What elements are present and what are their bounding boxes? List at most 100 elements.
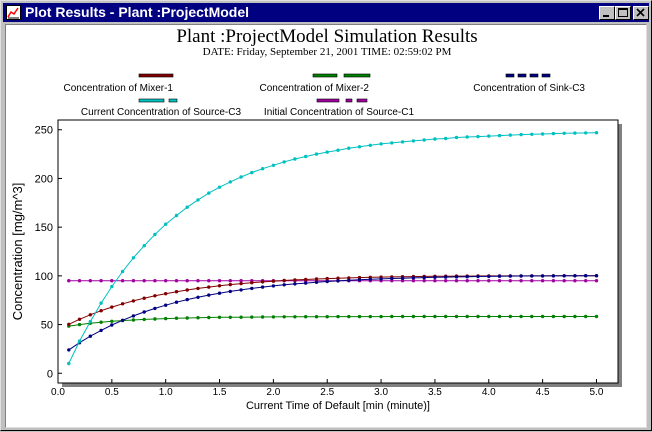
series-point-0 bbox=[153, 294, 157, 298]
series-point-2 bbox=[217, 291, 222, 295]
series-point-1 bbox=[422, 314, 426, 319]
series-point-3 bbox=[217, 185, 222, 189]
series-point-2 bbox=[357, 278, 362, 282]
series-point-4 bbox=[497, 279, 502, 283]
x-axis-label: Current Time of Default [min (minute)] bbox=[246, 400, 430, 412]
close-button[interactable] bbox=[633, 6, 649, 20]
series-point-4 bbox=[228, 279, 232, 283]
series-point-2 bbox=[368, 277, 372, 281]
series-point-3 bbox=[465, 135, 469, 139]
series-point-2 bbox=[271, 284, 276, 288]
series-point-1 bbox=[271, 315, 276, 319]
series-point-4 bbox=[444, 279, 448, 283]
series-point-4 bbox=[110, 279, 114, 283]
series-point-1 bbox=[325, 315, 329, 319]
series-point-3 bbox=[336, 148, 340, 152]
series-point-3 bbox=[67, 361, 71, 366]
series-point-4 bbox=[400, 279, 405, 283]
legend-swatch-1 bbox=[312, 73, 338, 78]
legend-swatch-2 bbox=[529, 73, 539, 78]
series-point-3 bbox=[110, 284, 114, 289]
series-point-2 bbox=[379, 277, 383, 281]
series-point-0 bbox=[142, 296, 146, 300]
series-point-2 bbox=[99, 328, 103, 333]
series-point-2 bbox=[325, 279, 329, 284]
series-point-2 bbox=[530, 274, 534, 278]
minimize-button[interactable] bbox=[599, 6, 615, 20]
series-point-4 bbox=[142, 279, 146, 283]
series-point-3 bbox=[390, 141, 394, 145]
series-point-3 bbox=[573, 131, 577, 135]
x-tick-label: 5.0 bbox=[590, 387, 604, 398]
series-point-2 bbox=[454, 275, 459, 279]
series-point-0 bbox=[99, 309, 103, 313]
series-point-1 bbox=[540, 314, 545, 319]
y-axis-label: Concentration [mg/m^3] bbox=[10, 183, 25, 321]
series-point-3 bbox=[422, 138, 426, 142]
legend-swatch-4 bbox=[345, 98, 353, 103]
series-point-3 bbox=[88, 319, 93, 324]
series-point-2 bbox=[551, 274, 556, 278]
series-point-3 bbox=[325, 150, 329, 154]
series-point-2 bbox=[411, 276, 416, 280]
series-point-3 bbox=[153, 232, 157, 237]
series-point-3 bbox=[530, 132, 534, 136]
legend-label-mixer-2: Concentration of Mixer-2 bbox=[259, 83, 370, 94]
title-bar[interactable]: Plot Results - Plant :ProjectModel bbox=[3, 3, 649, 22]
chart-app-icon[interactable] bbox=[6, 5, 21, 20]
series-point-0 bbox=[196, 286, 200, 291]
series-point-1 bbox=[433, 314, 437, 319]
legend-label-mixer-1: Concentration of Mixer-1 bbox=[63, 83, 174, 94]
series-point-4 bbox=[519, 279, 523, 283]
series-point-1 bbox=[444, 314, 448, 319]
legend-label-sink-c3: Concentration of Sink-C3 bbox=[473, 83, 585, 94]
series-point-4 bbox=[562, 279, 566, 283]
series-point-0 bbox=[271, 279, 276, 283]
x-tick-label: 3.5 bbox=[428, 387, 442, 398]
series-point-0 bbox=[304, 277, 308, 282]
series-point-1 bbox=[77, 322, 82, 327]
series-point-0 bbox=[120, 302, 125, 306]
y-tick-label: 200 bbox=[35, 173, 53, 185]
series-point-0 bbox=[174, 290, 179, 294]
series-point-2 bbox=[239, 288, 243, 292]
series-point-1 bbox=[400, 314, 405, 319]
series-point-2 bbox=[250, 286, 254, 291]
series-point-1 bbox=[562, 314, 566, 319]
series-point-4 bbox=[185, 279, 189, 283]
maximize-button[interactable] bbox=[615, 6, 631, 20]
series-point-4 bbox=[584, 279, 588, 283]
series-point-2 bbox=[573, 274, 577, 278]
series-point-0 bbox=[250, 281, 254, 285]
series-point-4 bbox=[454, 279, 459, 283]
x-tick-label: 1.5 bbox=[213, 387, 227, 398]
series-point-4 bbox=[433, 279, 437, 283]
series-point-2 bbox=[314, 280, 319, 284]
series-point-1 bbox=[336, 314, 340, 319]
series-point-2 bbox=[540, 274, 545, 278]
series-point-2 bbox=[562, 274, 566, 278]
series-point-1 bbox=[260, 315, 265, 319]
series-point-3 bbox=[174, 213, 179, 218]
window-title: Plot Results - Plant :ProjectModel bbox=[25, 4, 250, 20]
series-point-0 bbox=[110, 305, 114, 309]
y-tick-label: 100 bbox=[35, 271, 53, 283]
series-point-2 bbox=[487, 274, 491, 279]
series-point-2 bbox=[174, 300, 179, 304]
series-point-2 bbox=[282, 283, 286, 287]
series-point-2 bbox=[304, 281, 308, 285]
series-line-1 bbox=[68, 316, 597, 327]
series-point-3 bbox=[164, 222, 168, 226]
series-point-4 bbox=[411, 279, 416, 283]
series-point-3 bbox=[120, 269, 125, 274]
close-icon bbox=[636, 8, 645, 17]
series-point-3 bbox=[411, 139, 416, 143]
series-point-4 bbox=[508, 279, 512, 283]
series-point-4 bbox=[551, 279, 556, 283]
series-point-3 bbox=[314, 152, 319, 156]
series-point-1 bbox=[131, 318, 136, 322]
series-point-1 bbox=[153, 317, 157, 321]
series-point-1 bbox=[250, 315, 254, 319]
series-line-2 bbox=[68, 275, 597, 351]
